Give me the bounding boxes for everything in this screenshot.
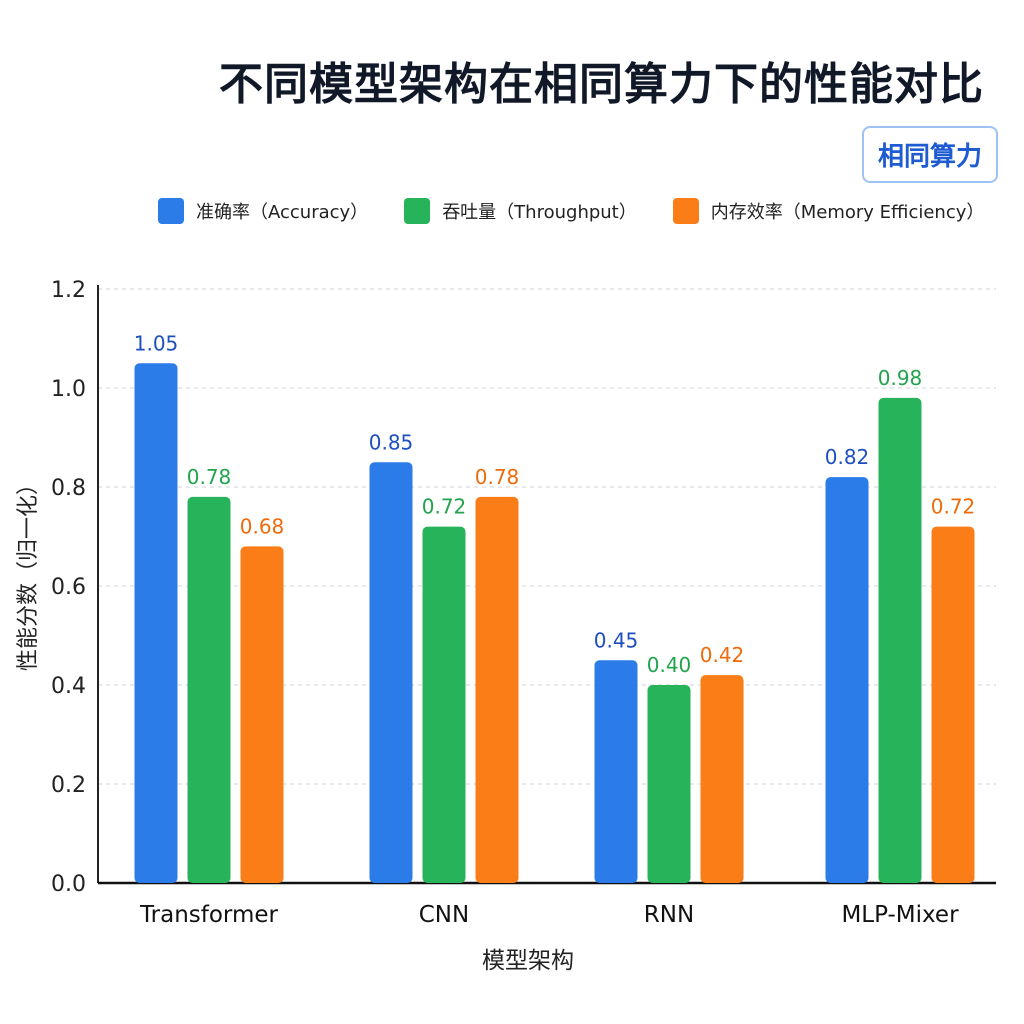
y-tick-label: 0.0: [51, 872, 86, 897]
chart-legend: 准确率（Accuracy） 吞吐量（Throughput） 内存效率（Memor…: [158, 198, 984, 224]
data-label: 0.40: [647, 653, 692, 677]
y-tick-label: 0.2: [51, 773, 86, 798]
bar: [422, 526, 466, 883]
legend-item-accuracy: 准确率（Accuracy）: [158, 198, 368, 224]
bar: [825, 477, 869, 883]
data-label: 0.85: [369, 430, 414, 454]
legend-swatch-memory: [672, 198, 699, 224]
legend-swatch-accuracy: [158, 198, 184, 224]
x-tick-label: MLP-Mixer: [841, 902, 959, 928]
y-tick-label: 0.4: [51, 674, 86, 699]
data-label: 0.78: [475, 465, 520, 489]
data-label: 0.78: [187, 465, 232, 489]
bar: [594, 660, 638, 883]
y-tick-label: 1.2: [51, 278, 86, 303]
data-label: 0.45: [594, 628, 639, 652]
bar: [134, 363, 178, 883]
data-label: 1.05: [134, 331, 179, 355]
bar: [187, 496, 231, 883]
legend-swatch-throughput: [404, 198, 431, 224]
bar: [647, 685, 691, 883]
y-axis-title: 性能分数（归一化）: [16, 473, 41, 671]
bar: [878, 397, 922, 883]
bar: [700, 675, 744, 883]
bar: [240, 546, 284, 883]
data-label: 0.98: [878, 366, 923, 390]
legend-label-accuracy: 准确率（Accuracy）: [196, 202, 369, 223]
chart-title: 不同模型架构在相同算力下的性能对比: [219, 59, 984, 110]
data-label: 0.68: [240, 514, 285, 538]
data-label: 0.72: [931, 495, 976, 519]
legend-item-memory: 内存效率（Memory Efficiency）: [672, 198, 985, 224]
bar: [931, 526, 975, 883]
bar: [475, 496, 519, 883]
y-tick-label: 0.6: [51, 575, 86, 600]
x-axis-title: 模型架构: [482, 948, 574, 974]
y-tick-label: 1.0: [51, 377, 86, 402]
y-tick-label: 0.8: [51, 476, 86, 501]
legend-item-throughput: 吞吐量（Throughput）: [404, 198, 637, 224]
compute-badge: 相同算力: [861, 126, 998, 183]
x-tick-label: CNN: [419, 902, 469, 928]
legend-label-memory: 内存效率（Memory Efficiency）: [710, 202, 985, 223]
data-label: 0.72: [422, 495, 467, 519]
x-tick-label: RNN: [644, 902, 694, 928]
data-label: 0.82: [825, 445, 870, 469]
x-tick-label: Transformer: [139, 902, 279, 928]
data-label: 0.42: [700, 643, 745, 667]
legend-label-throughput: 吞吐量（Throughput）: [442, 202, 637, 223]
bar: [369, 462, 413, 883]
